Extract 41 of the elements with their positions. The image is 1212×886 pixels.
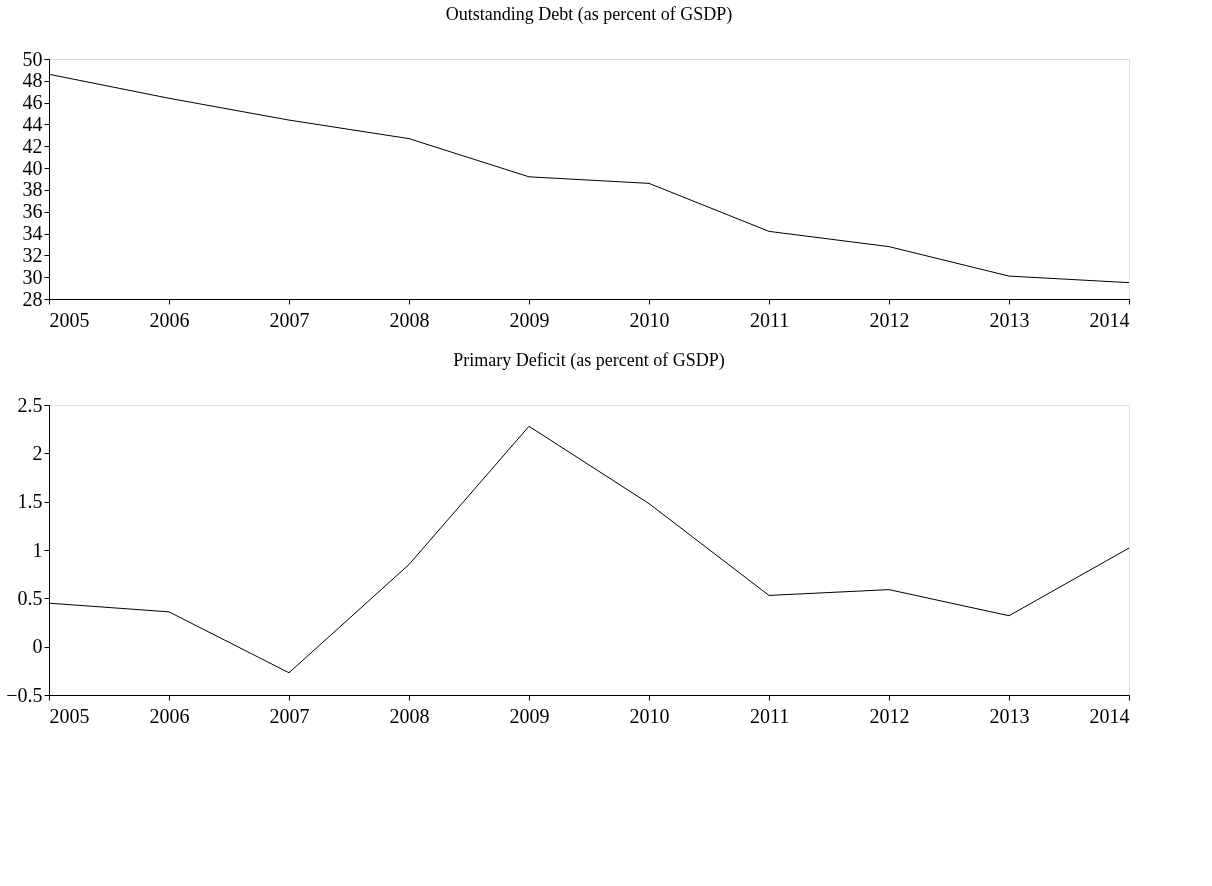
x-tick-label: 2012: [869, 308, 910, 331]
x-tick-label: 2005: [49, 308, 90, 331]
y-tick-label: 38: [22, 178, 43, 201]
y-tick-label: 32: [22, 243, 43, 266]
y-tick-label: 30: [22, 265, 43, 288]
y-tick-label: 1.5: [17, 490, 43, 513]
x-tick-label: 2013: [989, 704, 1030, 727]
y-tick-label: 40: [22, 156, 43, 179]
y-tick-label: 44: [22, 112, 43, 135]
y-tick-label: 28: [22, 287, 43, 310]
chart-title: Outstanding Debt (as percent of GSDP): [445, 4, 733, 25]
x-tick-label: 2013: [989, 308, 1030, 331]
x-tick-label: 2012: [869, 704, 910, 727]
chart-title: Primary Deficit (as percent of GSDP): [453, 350, 725, 371]
x-tick-label: 2006: [149, 308, 190, 331]
x-tick-label: 2014: [1089, 308, 1130, 331]
y-tick-label: 46: [22, 91, 43, 114]
y-tick-label: 0.5: [17, 586, 43, 609]
x-tick-label: 2010: [629, 308, 670, 331]
x-tick-label: 2005: [49, 704, 90, 727]
y-tick-label: 34: [22, 222, 43, 245]
y-tick-label: 1: [32, 538, 43, 561]
x-tick-label: 2009: [509, 308, 550, 331]
y-tick-label: 50: [22, 47, 43, 70]
x-tick-label: 2010: [629, 704, 670, 727]
x-tick-label: 2007: [269, 308, 310, 331]
y-tick-label: 42: [22, 134, 43, 157]
y-tick-label: 48: [22, 69, 43, 92]
x-tick-label: 2011: [749, 308, 790, 331]
x-tick-label: 2007: [269, 704, 310, 727]
x-tick-label: 2011: [749, 704, 790, 727]
x-tick-label: 2006: [149, 704, 190, 727]
y-tick-label: −0.5: [6, 683, 43, 706]
y-tick-label: 0: [32, 635, 43, 658]
x-tick-label: 2014: [1089, 704, 1130, 727]
x-tick-label: 2009: [509, 704, 550, 727]
y-tick-label: 36: [22, 200, 43, 223]
x-tick-label: 2008: [389, 704, 430, 727]
y-tick-label: 2: [32, 441, 43, 464]
y-tick-label: 2.5: [17, 393, 43, 416]
x-tick-label: 2008: [389, 308, 430, 331]
